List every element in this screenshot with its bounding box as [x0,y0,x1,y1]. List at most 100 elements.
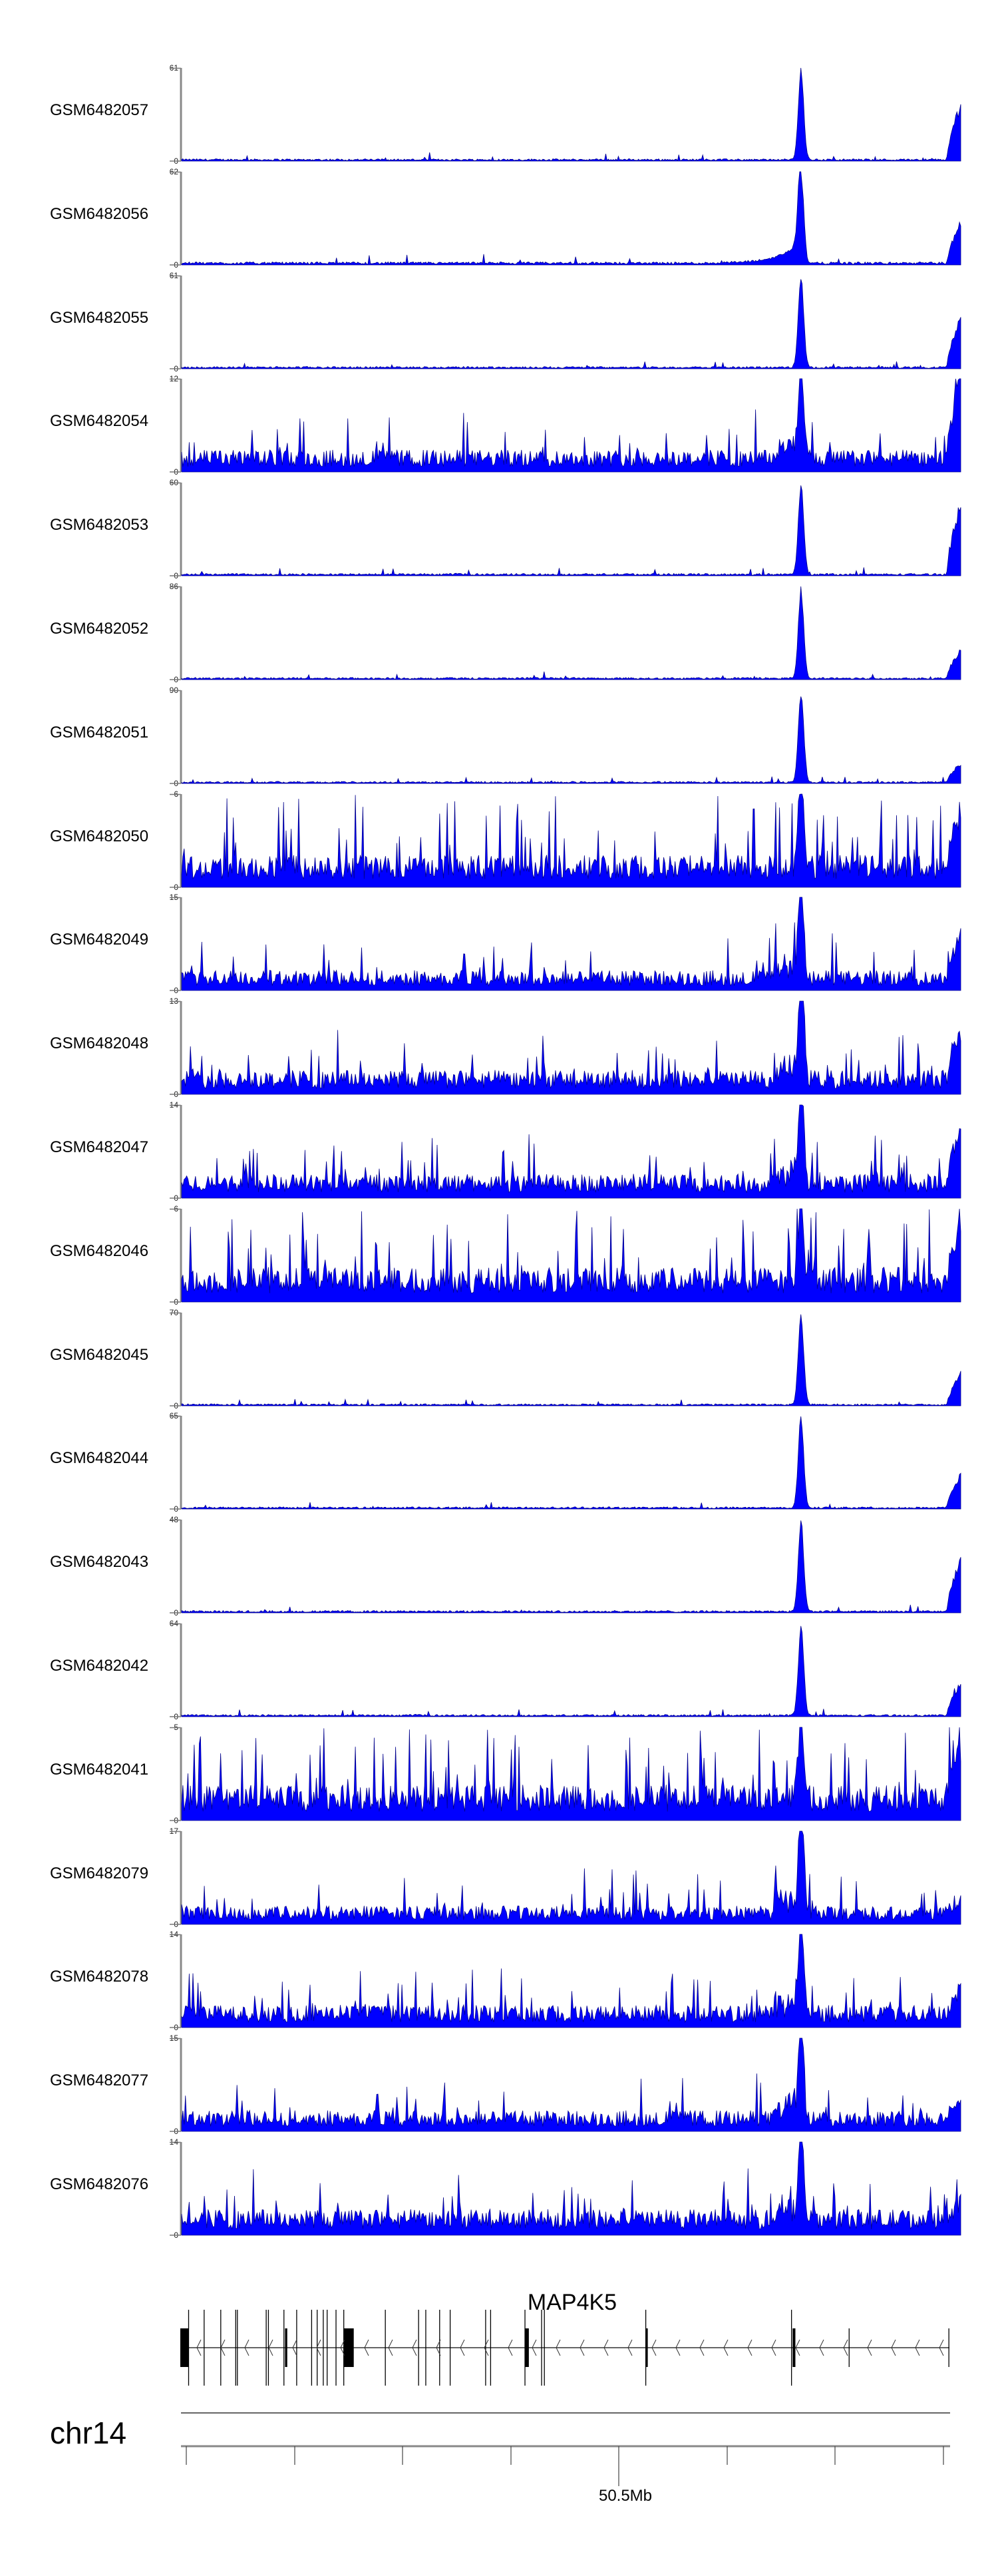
track-label: GSM6482079 [50,1864,149,1882]
exon-block [180,2328,189,2367]
track-plot [170,1519,961,1613]
signal-area [181,1934,961,2028]
track-plot [170,171,961,266]
signal-track: GSM6482079 17 0 [0,1827,998,1935]
track-plot [170,1934,961,2029]
track-plot [170,482,961,576]
strand-arrow [412,2339,417,2356]
strand-arrow [340,2339,345,2356]
strand-arrow [484,2339,489,2356]
signal-area [181,1208,961,1303]
track-plot [170,1312,961,1406]
track-label: GSM6482076 [50,2175,149,2193]
exon-block [285,2328,287,2367]
strand-arrow [268,2339,273,2356]
strand-arrow [747,2339,752,2356]
signal-track: GSM6482078 14 0 [0,1930,998,2038]
track-label: GSM6482041 [50,1760,149,1779]
strand-arrow [867,2339,872,2356]
track-label: GSM6482077 [50,2071,149,2090]
track-label: GSM6482046 [50,1241,149,1260]
signal-area [181,1104,961,1199]
track-label: GSM6482050 [50,827,149,845]
strand-arrow [364,2339,369,2356]
strand-arrow [843,2339,848,2356]
signal-track: GSM6482041 5 0 [0,1723,998,1831]
signal-track: GSM6482077 15 0 [0,2034,998,2142]
track-label: GSM6482048 [50,1034,149,1053]
signal-track: GSM6482050 6 0 [0,790,998,898]
track-plot [170,2038,961,2132]
track-label: GSM6482057 [50,101,149,119]
genome-axis [181,2412,950,2486]
track-plot [170,378,961,473]
signal-track: GSM6482049 15 0 [0,893,998,1001]
exon-block [343,2328,354,2367]
signal-area [181,1830,961,1924]
track-label: GSM6482056 [50,204,149,223]
track-plot [170,897,961,992]
signal-track: GSM6482047 14 0 [0,1101,998,1209]
strand-arrow [819,2339,824,2356]
signal-track: GSM6482055 61 0 [0,272,998,379]
signal-area [181,793,961,887]
strand-arrow [723,2339,729,2356]
exon-block [525,2328,529,2367]
strand-arrow [388,2339,393,2356]
strand-arrow [675,2339,681,2356]
strand-arrow [316,2339,321,2356]
signal-area [181,378,961,473]
strand-arrow [292,2339,297,2356]
signal-area [181,1416,961,1510]
chromosome-label: chr14 [50,2416,127,2450]
signal-area [181,2038,961,2132]
axis-tick-label: 50.5Mb [598,2487,653,2505]
strand-arrow [508,2339,513,2356]
track-plot [170,1416,961,1510]
signal-track: GSM6482044 65 0 [0,1412,998,1520]
signal-area [181,1727,961,1821]
track-label: GSM6482051 [50,723,149,742]
gene-label: MAP4K5 [527,2290,617,2315]
signal-track: GSM6482051 90 0 [0,686,998,794]
track-label: GSM6482052 [50,620,149,638]
signal-area [181,278,961,369]
strand-arrow [220,2339,226,2356]
exon-block [645,2328,648,2367]
track-plot [170,275,961,369]
signal-track: GSM6482052 86 0 [0,582,998,690]
track-label: GSM6482042 [50,1657,149,1675]
track-label: GSM6482053 [50,516,149,535]
track-plot [170,1104,961,1199]
track-label: GSM6482047 [50,1138,149,1156]
track-plot [170,793,961,888]
strand-arrow [891,2339,896,2356]
signal-area [181,1000,961,1095]
track-label: GSM6482054 [50,412,149,431]
signal-track: GSM6482046 6 0 [0,1205,998,1313]
strand-arrow [699,2339,705,2356]
track-plot [170,1830,961,1925]
track-plot [170,67,961,162]
track-label: GSM6482043 [50,1553,149,1572]
signal-track: GSM6482057 61 0 [0,64,998,172]
strand-arrow [795,2339,800,2356]
signal-track: GSM6482042 64 0 [0,1619,998,1727]
gene-model [180,2310,949,2386]
signal-area [181,586,961,680]
signal-area [181,1625,961,1717]
track-plot [170,1623,961,1717]
track-label: GSM6482078 [50,1968,149,1986]
strand-arrow [580,2339,585,2356]
track-label: GSM6482045 [50,1345,149,1364]
strand-arrow [915,2339,920,2356]
strand-arrow [196,2339,202,2356]
signal-area [181,2141,961,2236]
track-plot [170,1208,961,1303]
signal-area [181,171,961,266]
track-plot [170,1727,961,1821]
strand-arrow [460,2339,465,2356]
signal-track: GSM6482045 70 0 [0,1309,998,1416]
track-label: GSM6482044 [50,1449,149,1468]
strand-arrow [603,2339,609,2356]
